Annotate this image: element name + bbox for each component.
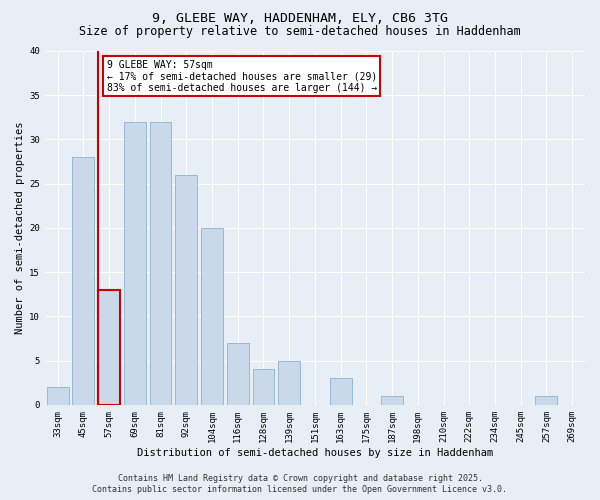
- Text: Size of property relative to semi-detached houses in Haddenham: Size of property relative to semi-detach…: [79, 25, 521, 38]
- Bar: [175, 175, 197, 405]
- Text: 9 GLEBE WAY: 57sqm
← 17% of semi-detached houses are smaller (29)
83% of semi-de: 9 GLEBE WAY: 57sqm ← 17% of semi-detache…: [107, 60, 377, 93]
- Bar: [124, 122, 146, 405]
- Y-axis label: Number of semi-detached properties: Number of semi-detached properties: [15, 122, 25, 334]
- Bar: [201, 228, 223, 405]
- Text: 9, GLEBE WAY, HADDENHAM, ELY, CB6 3TG: 9, GLEBE WAY, HADDENHAM, ELY, CB6 3TG: [152, 12, 448, 26]
- Bar: [73, 157, 94, 405]
- Bar: [149, 122, 172, 405]
- Bar: [47, 387, 68, 405]
- Text: Contains HM Land Registry data © Crown copyright and database right 2025.
Contai: Contains HM Land Registry data © Crown c…: [92, 474, 508, 494]
- Bar: [253, 370, 274, 405]
- X-axis label: Distribution of semi-detached houses by size in Haddenham: Distribution of semi-detached houses by …: [137, 448, 493, 458]
- Bar: [227, 343, 248, 405]
- Bar: [278, 360, 300, 405]
- Bar: [535, 396, 557, 405]
- Bar: [329, 378, 352, 405]
- Bar: [381, 396, 403, 405]
- Bar: [98, 290, 120, 405]
